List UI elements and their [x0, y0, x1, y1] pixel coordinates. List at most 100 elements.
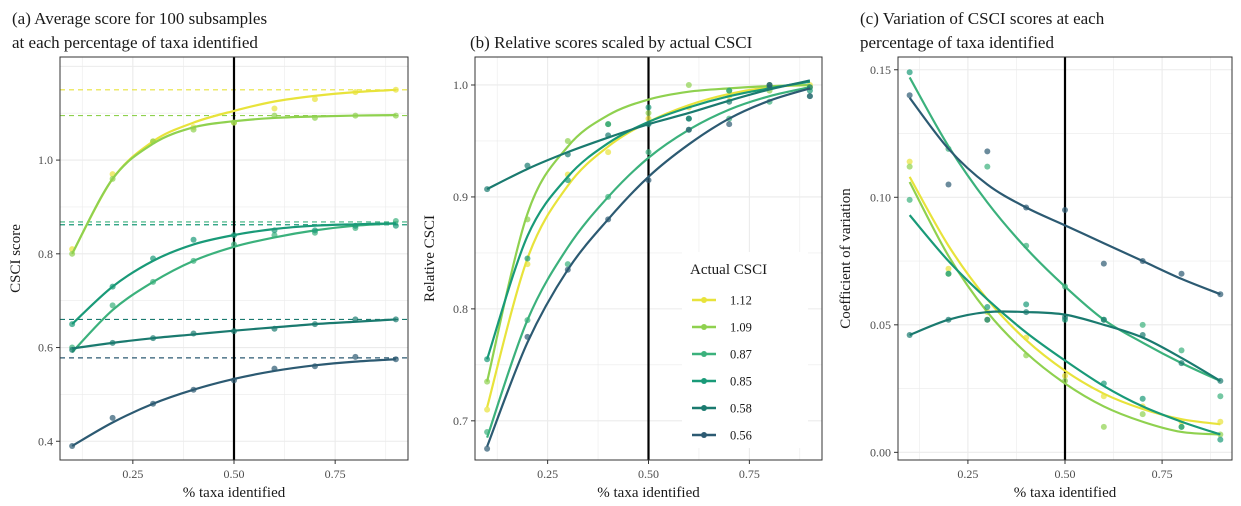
y-tick-label: 0.00	[870, 445, 891, 459]
data-point	[1178, 347, 1185, 354]
x-tick-label: 0.50	[224, 467, 245, 481]
data-point	[685, 126, 692, 133]
series-line	[909, 310, 1221, 382]
legend-swatch-point	[701, 324, 707, 330]
data-point	[564, 137, 571, 144]
data-point	[1139, 321, 1146, 328]
data-point	[945, 181, 952, 188]
y-axis-label: Coefficient of variation	[838, 188, 854, 329]
x-tick-label: 0.75	[1152, 467, 1173, 481]
series-line	[908, 97, 1221, 296]
x-tick-label: 0.25	[537, 467, 558, 481]
y-tick-label: 0.05	[870, 318, 891, 332]
series-line	[71, 358, 396, 447]
data-point	[945, 270, 952, 277]
data-point	[605, 121, 612, 128]
data-point	[906, 163, 913, 170]
data-point	[1139, 395, 1146, 402]
data-point	[906, 69, 913, 76]
legend-swatch-point	[701, 432, 707, 438]
panel-c: (c) Variation of CSCI scores at each perc…	[838, 9, 1233, 501]
legend-background	[682, 252, 808, 448]
data-point	[109, 414, 116, 421]
x-tick-label: 0.75	[325, 467, 346, 481]
x-tick-label: 0.75	[739, 467, 760, 481]
y-tick-label: 0.8	[453, 302, 468, 316]
y-tick-label: 0.9	[453, 190, 468, 204]
series-line	[486, 80, 811, 360]
data-point	[1100, 260, 1107, 267]
legend-label: 0.56	[730, 429, 752, 443]
y-tick-label: 0.10	[870, 190, 891, 204]
data-point	[906, 92, 913, 99]
data-point	[984, 163, 991, 170]
data-point	[1217, 436, 1224, 443]
y-tick-label: 1.0	[453, 78, 468, 92]
data-point	[906, 196, 913, 203]
data-point	[1062, 207, 1068, 214]
data-point	[685, 115, 692, 122]
series-line	[71, 222, 396, 325]
panel-b: (b) Relative scores scaled by actual CSC…	[422, 33, 823, 501]
x-tick-label: 0.25	[957, 467, 978, 481]
y-axis-label: CSCI score	[8, 224, 24, 293]
panel-title: (c) Variation of CSCI scores at each	[860, 9, 1105, 28]
data-point	[906, 158, 913, 165]
data-point	[190, 236, 197, 243]
series-line	[908, 181, 1221, 436]
data-point	[271, 105, 278, 112]
data-point	[685, 81, 692, 88]
data-point	[311, 96, 318, 103]
data-point	[984, 148, 991, 155]
legend-label: 0.87	[730, 348, 752, 362]
x-tick-label: 0.25	[122, 467, 143, 481]
data-point	[726, 121, 733, 128]
series-line	[486, 87, 811, 447]
data-point	[1139, 411, 1146, 418]
data-point	[726, 87, 733, 94]
panel-title: at each percentage of taxa identified	[12, 33, 258, 52]
legend-swatch-point	[701, 297, 707, 303]
legend-label: 0.85	[730, 375, 752, 389]
data-point	[484, 406, 491, 413]
series-line	[71, 222, 396, 353]
data-point	[109, 302, 116, 309]
data-point	[645, 109, 652, 116]
x-axis-label: % taxa identified	[597, 485, 700, 501]
data-point	[1217, 393, 1224, 400]
data-point	[945, 265, 952, 272]
series-line	[71, 114, 396, 255]
legend-label: 1.12	[730, 294, 752, 308]
data-point	[1062, 372, 1068, 379]
x-tick-label: 0.50	[1055, 467, 1076, 481]
y-tick-label: 0.6	[38, 341, 53, 355]
x-axis-label: % taxa identified	[1014, 485, 1117, 501]
data-point	[1100, 316, 1107, 323]
series-line	[71, 318, 396, 350]
y-tick-label: 0.4	[38, 434, 53, 448]
data-point	[605, 149, 612, 156]
series-line	[486, 83, 810, 382]
data-point	[524, 255, 531, 262]
data-point	[645, 149, 652, 156]
panel-title: percentage of taxa identified	[860, 33, 1054, 52]
data-point	[1178, 360, 1185, 367]
y-tick-label: 0.8	[38, 247, 53, 261]
legend-label: 0.58	[730, 402, 752, 416]
series-line	[486, 79, 811, 191]
series-line	[486, 86, 811, 438]
y-tick-label: 0.7	[453, 414, 468, 428]
data-point	[1178, 423, 1185, 430]
legend-swatch-point	[701, 405, 707, 411]
data-point	[1178, 270, 1185, 277]
data-point	[766, 81, 773, 88]
data-point	[311, 227, 318, 234]
legend-title: Actual CSCI	[690, 262, 767, 278]
data-point	[1100, 423, 1107, 430]
y-tick-label: 1.0	[38, 153, 53, 167]
panel-a: (a) Average score for 100 subsamples at e…	[8, 9, 409, 501]
panel-title: (a) Average score for 100 subsamples	[12, 9, 267, 28]
panel-title: (b) Relative scores scaled by actual CSC…	[470, 33, 753, 52]
x-tick-label: 0.50	[638, 467, 659, 481]
